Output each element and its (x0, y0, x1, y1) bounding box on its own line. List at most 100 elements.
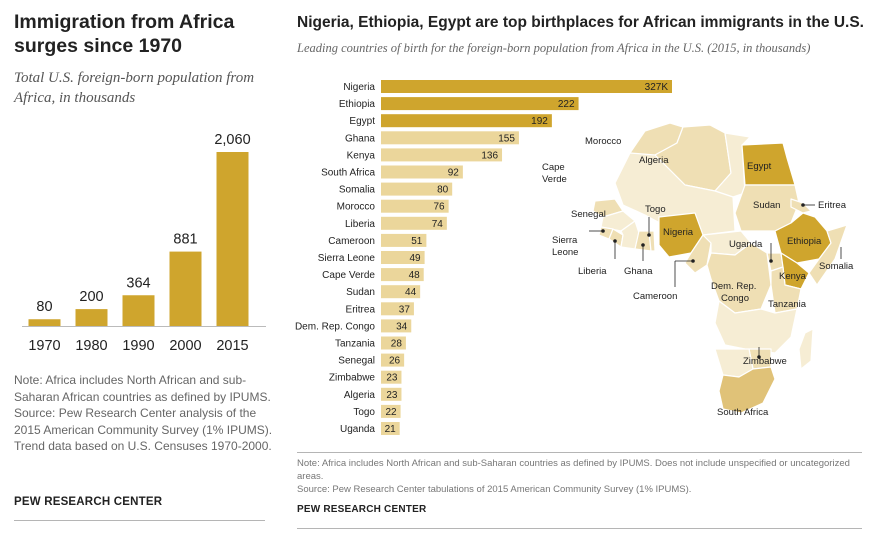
map-label-algeria: Algeria (639, 155, 669, 166)
country-value-label: 80 (437, 185, 449, 196)
map-label-tanzania: Tanzania (768, 299, 807, 310)
map-label-drc-1: Dem. Rep. (711, 281, 756, 292)
map-label-uganda: Uganda (729, 239, 763, 250)
left-brand-logo: PEW RESEARCH CENTER (14, 496, 163, 508)
togo-dot (647, 233, 651, 237)
country-label: South Africa (321, 168, 375, 179)
trend-value-label: 80 (36, 299, 52, 315)
country-value-label: 28 (391, 339, 403, 350)
country-bar (381, 336, 406, 350)
country-value-label: 192 (531, 116, 548, 127)
country-bar (381, 302, 414, 316)
map-madagascar (798, 328, 814, 370)
country-value-label: 51 (411, 236, 423, 247)
left-bottom-divider (14, 520, 265, 521)
right-note-text: Note: Africa includes North African and … (297, 458, 850, 482)
country-bar (381, 182, 453, 196)
country-label: Zimbabwe (329, 373, 376, 384)
country-bar-chart: Nigeria 327K Ethiopia 222 Egypt 192 Ghana 155 Ke… (295, 80, 672, 435)
map-southern-central (714, 300, 798, 354)
map-label-togo: Togo (645, 204, 666, 215)
uganda-dot (769, 259, 773, 263)
trend-year-label: 2015 (216, 338, 248, 354)
country-value-label: 155 (498, 133, 515, 144)
map-tanzania (770, 266, 802, 314)
country-value-label: 74 (432, 219, 444, 230)
trend-year-label: 2000 (169, 338, 201, 354)
country-value-label: 222 (558, 99, 575, 110)
right-bottom-divider (297, 528, 862, 529)
country-value-label: 21 (385, 424, 397, 435)
country-bar (381, 97, 579, 111)
map-label-cameroon: Cameroon (633, 291, 677, 302)
country-value-label: 22 (385, 407, 397, 418)
country-bar (381, 199, 449, 213)
country-label: Togo (353, 407, 375, 418)
left-notes: Note: Africa includes North African and … (14, 372, 274, 455)
country-value-label: 76 (434, 202, 446, 213)
map-label-ethiopia: Ethiopia (787, 236, 822, 247)
map-libya (714, 132, 751, 198)
map-label-somalia: Somalia (819, 261, 854, 272)
country-label: Algeria (344, 390, 376, 401)
country-label: Cape Verde (322, 270, 375, 281)
country-value-label: 23 (386, 390, 398, 401)
map-south-africa (718, 366, 776, 414)
map-togo (648, 230, 656, 252)
country-label: Tanzania (335, 339, 375, 350)
country-label: Dem. Rep. Congo (295, 321, 375, 332)
country-value-label: 44 (405, 287, 417, 298)
country-value-label: 136 (481, 150, 498, 161)
left-source-text: Source: Pew Research Center analysis of … (14, 406, 273, 453)
country-bar (381, 165, 463, 179)
trend-bar (169, 251, 202, 326)
country-label: Ethiopia (339, 99, 376, 110)
right-brand-logo: PEW RESEARCH CENTER (297, 504, 427, 515)
map-label-sierra-leone-2: Leone (552, 247, 578, 258)
country-value-label: 92 (448, 168, 460, 179)
country-bar (381, 268, 424, 282)
left-chart-subtitle: Total U.S. foreign-born population from … (14, 70, 255, 106)
country-bar (381, 285, 421, 299)
right-source-text: Source: Pew Research Center tabulations … (297, 484, 692, 495)
country-value-label: 26 (389, 356, 401, 367)
right-chart-subtitle: Leading countries of birth for the forei… (297, 41, 811, 55)
country-bar (381, 387, 402, 401)
country-bar (381, 80, 672, 93)
country-bar (381, 114, 552, 128)
map-label-cape-verde-2: Verde (542, 174, 567, 185)
country-label: Morocco (337, 202, 376, 213)
country-bar (381, 319, 412, 333)
map-label-ghana: Ghana (624, 266, 653, 277)
map-label-eritrea: Eritrea (818, 200, 847, 211)
map-label-sudan: Sudan (753, 200, 780, 211)
country-bar (381, 370, 402, 384)
sierra-leone-dot (601, 229, 605, 233)
zimbabwe-dot (757, 355, 761, 359)
left-chart-title: Immigration from Africa surges since 197… (14, 11, 235, 57)
map-label-cape-verde-1: Cape (542, 162, 565, 173)
map-label-south-africa: South Africa (717, 407, 769, 418)
trend-bar (28, 319, 61, 326)
trend-bar (122, 295, 155, 326)
trend-year-label: 1970 (28, 338, 60, 354)
country-bar (381, 422, 400, 435)
country-label: Senegal (338, 356, 375, 367)
country-label: Ghana (345, 133, 375, 144)
country-label: Nigeria (343, 82, 375, 93)
eritrea-dot (801, 203, 805, 207)
map-label-zimbabwe: Zimbabwe (743, 356, 787, 367)
country-bar (381, 404, 401, 418)
country-bar (381, 251, 425, 264)
trend-bar (216, 152, 249, 326)
country-value-label: 327K (645, 82, 669, 93)
map-label-nigeria: Nigeria (663, 227, 694, 238)
ghana-dot (641, 243, 645, 247)
map-label-senegal: Senegal (571, 209, 606, 220)
trend-bar (75, 309, 108, 326)
map-somalia (808, 224, 848, 286)
country-label: Cameroon (328, 236, 375, 247)
right-note-divider (297, 452, 862, 453)
country-bar (381, 353, 405, 367)
trend-year-label: 1980 (75, 338, 107, 354)
